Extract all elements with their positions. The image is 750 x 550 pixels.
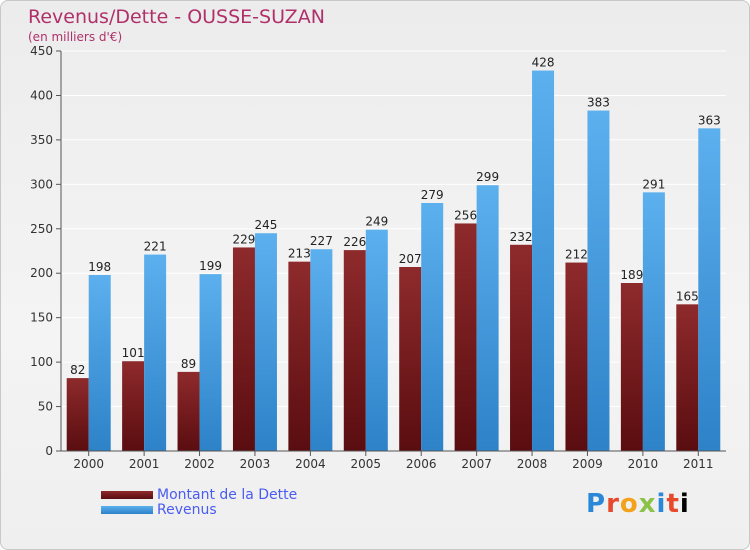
x-tick-label: 2009 — [572, 457, 603, 471]
bar-revenus — [254, 233, 277, 451]
data-label: 279 — [421, 188, 444, 202]
y-tick-label: 400 — [30, 88, 53, 102]
bar-revenus — [587, 110, 610, 452]
legend-item-revenus: Revenus — [101, 501, 297, 518]
bar-revenus — [88, 275, 111, 451]
data-label: 213 — [288, 247, 311, 261]
data-label: 212 — [565, 248, 588, 262]
x-tick-label: 2008 — [517, 457, 548, 471]
logo-letter: i — [679, 489, 690, 519]
bar-debt — [232, 247, 255, 451]
data-label: 101 — [122, 346, 145, 360]
x-tick-label: 2005 — [351, 457, 382, 471]
data-label: 165 — [676, 289, 699, 303]
data-label: 199 — [199, 259, 222, 273]
data-label: 428 — [532, 56, 555, 70]
y-tick-label: 50 — [38, 400, 53, 414]
y-tick-label: 100 — [30, 355, 53, 369]
x-tick-label: 2004 — [295, 457, 326, 471]
bar-debt — [177, 371, 200, 451]
bar-debt — [66, 378, 89, 451]
data-label: 82 — [70, 363, 85, 377]
bar-debt — [620, 283, 643, 451]
bar-revenus — [698, 128, 721, 451]
data-label: 226 — [343, 235, 366, 249]
bar-debt — [510, 244, 533, 451]
data-label: 291 — [642, 177, 665, 191]
y-tick-label: 350 — [30, 133, 53, 147]
logo-letter: P — [586, 489, 607, 519]
bar-revenus — [532, 70, 555, 452]
bar-debt — [454, 223, 477, 451]
x-tick-label: 2007 — [461, 457, 492, 471]
data-label: 363 — [698, 113, 721, 127]
chart-title: Revenus/Dette - OUSSE-SUZAN — [28, 6, 325, 28]
data-label: 299 — [476, 170, 499, 184]
x-tick-label: 2010 — [628, 457, 659, 471]
bar-revenus — [421, 203, 444, 451]
bar-debt — [565, 262, 588, 451]
y-tick-label: 300 — [30, 177, 53, 191]
data-label: 207 — [399, 252, 422, 266]
logo-letter: x — [638, 489, 657, 519]
data-label: 249 — [365, 215, 388, 229]
bar-debt — [288, 261, 311, 451]
data-label: 232 — [510, 230, 533, 244]
data-label: 383 — [587, 96, 610, 110]
bar-revenus — [310, 249, 333, 451]
x-tick-label: 2003 — [240, 457, 271, 471]
logo-letter: i — [656, 489, 667, 519]
logo-letter: o — [619, 489, 639, 519]
x-tick-label: 2001 — [129, 457, 160, 471]
bar-debt — [343, 250, 366, 451]
bar-debt — [122, 361, 145, 451]
y-tick-label: 200 — [30, 266, 53, 280]
legend: Montant de la Dette Revenus — [101, 486, 298, 518]
data-label: 189 — [620, 268, 643, 282]
y-tick-label: 250 — [30, 222, 53, 236]
x-tick-label: 2011 — [683, 457, 714, 471]
bar-debt — [676, 304, 699, 451]
legend-swatch-revenus — [101, 505, 153, 514]
proxiti-logo: Proxiti — [586, 489, 690, 519]
y-tick-label: 150 — [30, 311, 53, 325]
data-label: 221 — [144, 240, 167, 254]
data-label: 256 — [454, 208, 477, 222]
bar-revenus — [365, 229, 388, 451]
logo-letter: t — [666, 489, 680, 519]
data-label: 198 — [88, 260, 111, 274]
y-tick-label: 450 — [30, 44, 53, 58]
data-label: 89 — [181, 357, 196, 371]
bar-revenus — [642, 192, 665, 452]
bar-revenus — [476, 185, 499, 451]
data-label: 229 — [233, 232, 256, 246]
data-label: 227 — [310, 234, 333, 248]
bar-revenus — [144, 254, 167, 451]
data-label: 245 — [255, 218, 278, 232]
bar-debt — [399, 267, 422, 451]
x-tick-label: 2002 — [184, 457, 215, 471]
legend-swatch-debt — [101, 490, 153, 499]
legend-label-debt: Montant de la Dette — [157, 486, 298, 503]
legend-label-revenus: Revenus — [157, 501, 217, 518]
x-tick-label: 2000 — [73, 457, 104, 471]
logo-letter: r — [606, 489, 620, 519]
chart-subtitle: (en milliers d'€) — [28, 30, 123, 44]
y-tick-label: 0 — [45, 444, 53, 458]
legend-item-debt: Montant de la Dette — [101, 486, 298, 503]
bar-revenus — [199, 274, 222, 451]
x-tick-label: 2006 — [406, 457, 437, 471]
